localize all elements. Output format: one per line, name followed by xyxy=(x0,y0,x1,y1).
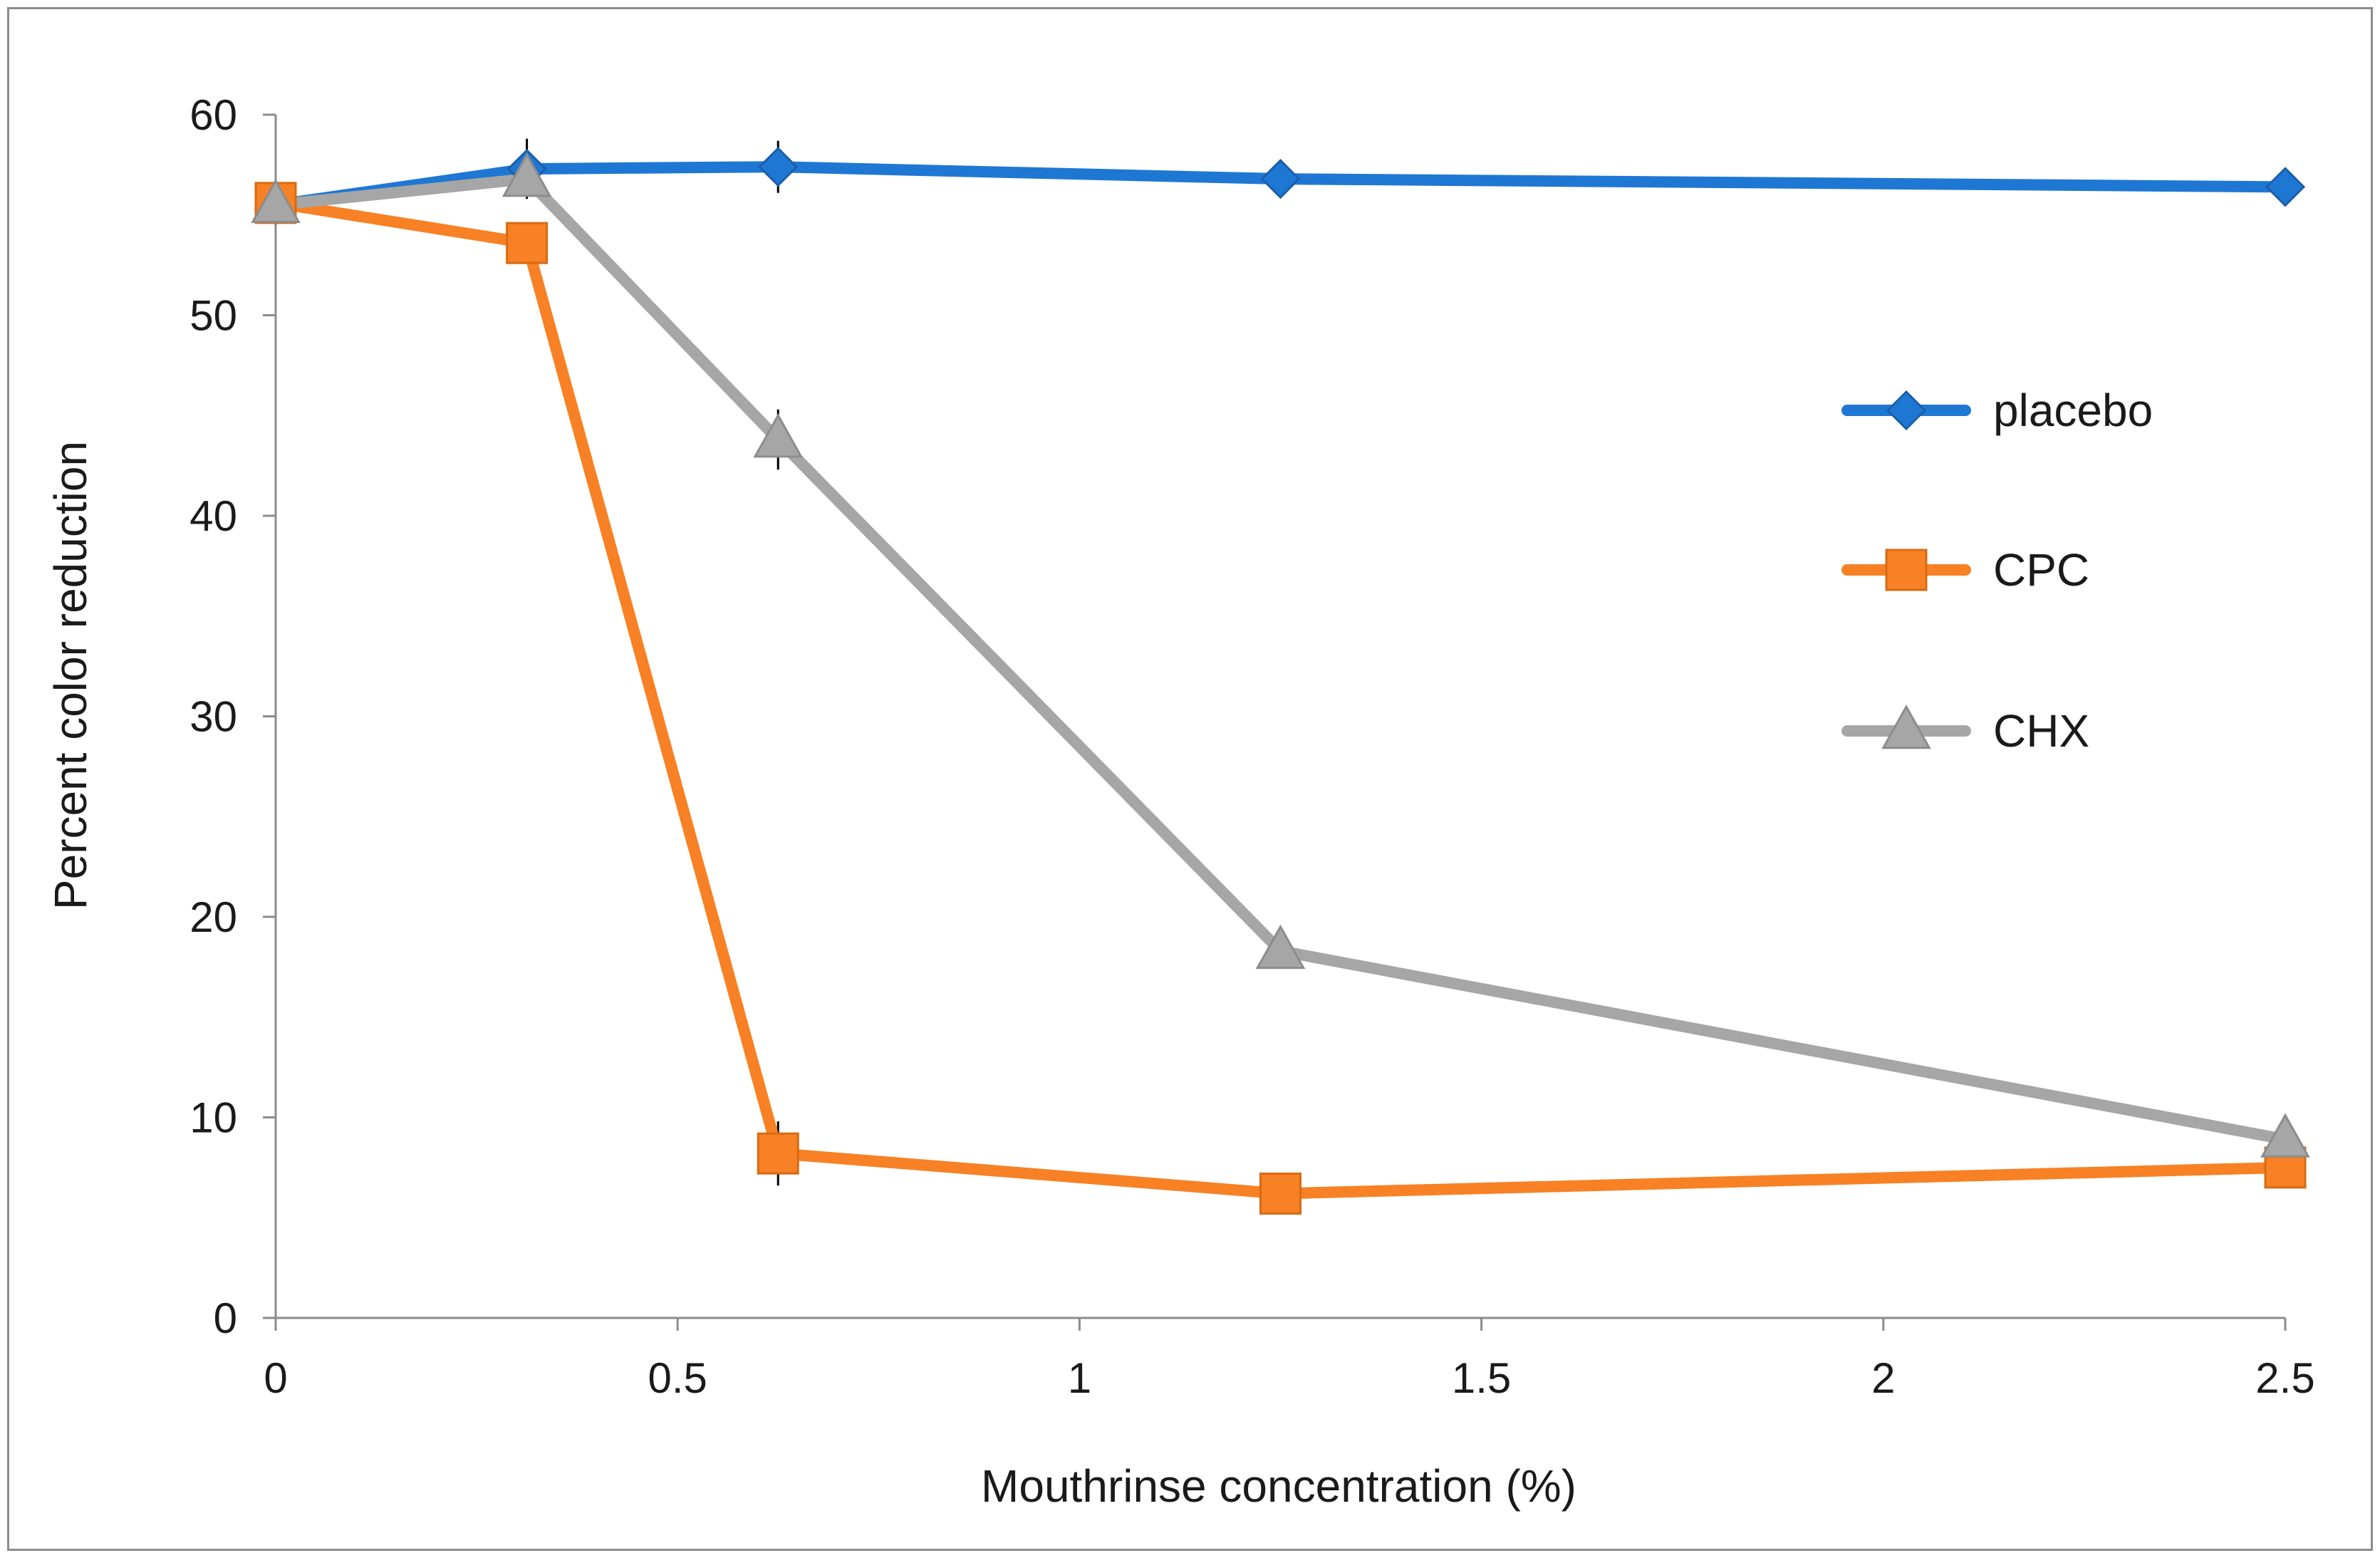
series-line-cpc xyxy=(270,197,2291,1200)
data-point-placebo xyxy=(758,147,799,187)
series-markers xyxy=(251,147,2310,1215)
data-point-placebo xyxy=(1260,158,1301,199)
series-line-chx xyxy=(270,173,2291,1146)
x-tick-label: 2.5 xyxy=(2255,1354,2314,1402)
data-point-placebo xyxy=(2265,167,2306,207)
legend-marker-chx xyxy=(1881,704,1931,749)
data-point-chx xyxy=(2260,1113,2310,1158)
y-tick-label: 40 xyxy=(189,492,237,540)
chart-frame: 0 10 20 30 40 50 60 0 0.5 1 1.5 2 2.5 placebo CPC CHX … xyxy=(7,7,2373,1551)
axes: 0 10 20 30 40 50 60 0 0.5 1 1.5 2 2.5 xyxy=(189,91,2314,1402)
legend-marker-placebo xyxy=(1886,390,1927,431)
error-bars xyxy=(274,138,2287,1200)
x-tick-label: 1.5 xyxy=(1452,1354,1511,1402)
data-point-cpc xyxy=(506,222,549,264)
legend: placebo CPC CHX xyxy=(1841,385,2153,757)
x-tick-label: 0 xyxy=(264,1354,287,1402)
y-axis-title: Percent color reduction xyxy=(45,441,96,910)
legend-label-placebo: placebo xyxy=(1993,385,2153,436)
data-point-chx xyxy=(502,152,552,197)
y-tick-label: 30 xyxy=(189,693,237,741)
x-tick-label: 1 xyxy=(1068,1354,1091,1402)
y-tick-label: 20 xyxy=(189,893,237,941)
x-tick-label: 2 xyxy=(1871,1354,1895,1402)
series-lines xyxy=(270,161,2291,1200)
legend-marker-cpc xyxy=(1885,549,1928,591)
legend-label-chx: CHX xyxy=(1993,705,2089,757)
y-tick-label: 0 xyxy=(214,1294,237,1342)
y-tick-label: 60 xyxy=(189,91,237,139)
data-point-cpc xyxy=(1259,1172,1301,1215)
data-point-chx xyxy=(251,178,301,223)
y-tick-label: 50 xyxy=(189,292,237,340)
data-point-chx xyxy=(753,412,804,458)
data-point-cpc xyxy=(757,1132,799,1175)
y-tick-label: 10 xyxy=(189,1094,237,1142)
x-tick-label: 0.5 xyxy=(648,1354,707,1402)
data-point-chx xyxy=(1255,924,1306,970)
x-axis-title: Mouthrinse concentration (%) xyxy=(981,1460,1576,1512)
legend-label-cpc: CPC xyxy=(1993,544,2089,596)
